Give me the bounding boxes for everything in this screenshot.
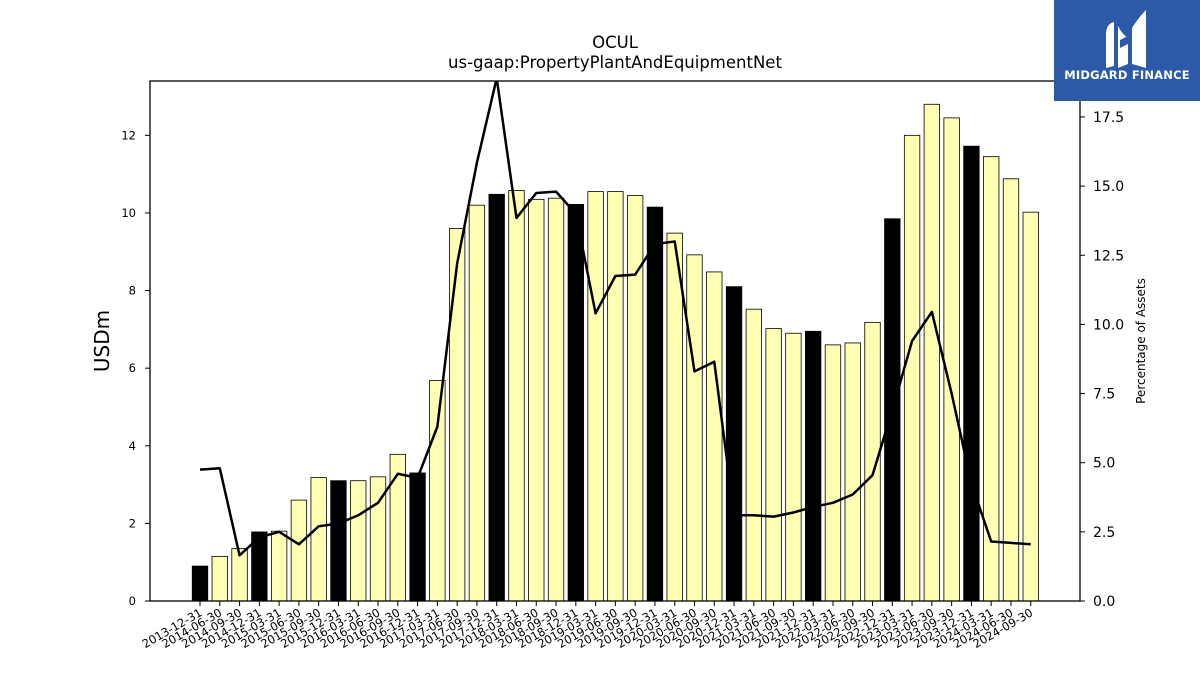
percentage-line [199, 81, 1031, 557]
bar [350, 480, 367, 602]
bar [270, 530, 288, 602]
bar [725, 286, 743, 602]
y2-tick-label: 12.5 [1093, 248, 1124, 264]
bar [646, 206, 664, 602]
bar [627, 195, 644, 602]
bar [290, 499, 308, 602]
bar [824, 344, 842, 602]
left-axis: 0 2 4 6 8 10 12 [121, 128, 150, 608]
bar [448, 228, 466, 602]
right-axis: 0.0 2.5 5.0 7.5 10.0 12.5 15.0 17.5 [1080, 110, 1124, 610]
bar [389, 453, 406, 602]
midgard-finance-logo: MIDGARD FINANCE [1054, 0, 1200, 101]
y2-tick-label: 10.0 [1093, 317, 1124, 333]
bar [864, 321, 881, 602]
bar-group [191, 103, 1039, 602]
bar [191, 565, 209, 602]
y-axis-label: USDm [90, 310, 114, 372]
bar [468, 204, 486, 602]
bar [686, 254, 703, 602]
bar [844, 342, 861, 602]
bar [706, 271, 723, 602]
y2-tick-label: 17.5 [1093, 110, 1124, 126]
bar [1002, 178, 1020, 602]
y-tick-label: 10 [121, 206, 136, 220]
bar [528, 198, 545, 602]
y-tick-label: 8 [129, 284, 136, 298]
y2-axis-label: Percentage of Assets [1134, 278, 1148, 404]
y-tick-label: 12 [121, 128, 136, 142]
chart-title: OCUL [592, 33, 639, 52]
bar [805, 330, 822, 602]
y2-tick-label: 7.5 [1093, 387, 1115, 403]
y-tick-label: 4 [129, 439, 136, 453]
bar [409, 472, 426, 602]
bar [330, 480, 347, 602]
bar [745, 308, 762, 602]
y2-tick-label: 5.0 [1093, 456, 1115, 472]
logo-text: MIDGARD FINANCE [1064, 68, 1190, 82]
bar [607, 191, 624, 602]
bar [765, 328, 782, 602]
bar [943, 117, 960, 602]
bar [587, 191, 604, 602]
bar [963, 145, 980, 602]
bar [211, 555, 228, 602]
bar [903, 134, 921, 602]
midgard-logo-icon [1106, 10, 1146, 68]
bar [508, 190, 525, 602]
bar [310, 477, 327, 602]
chart-subtitle: us-gaap:PropertyPlantAndEquipmentNet [448, 53, 782, 72]
x-axis: 2013-12-312014-06-302014-09-302014-12-31… [140, 601, 1035, 651]
bar [785, 332, 802, 602]
bar [567, 203, 584, 602]
y2-tick-label: 0.0 [1093, 594, 1115, 610]
bar [547, 197, 565, 602]
y2-tick-label: 15.0 [1093, 179, 1124, 195]
y-tick-label: 2 [129, 516, 136, 530]
y-tick-label: 6 [129, 361, 136, 375]
bar [983, 156, 1000, 602]
line-series-group [199, 81, 1031, 557]
y-tick-label: 0 [129, 594, 136, 608]
bar [488, 193, 505, 602]
bar [429, 380, 446, 602]
y2-tick-label: 2.5 [1093, 525, 1115, 541]
bar [666, 232, 683, 602]
bar [923, 103, 941, 602]
